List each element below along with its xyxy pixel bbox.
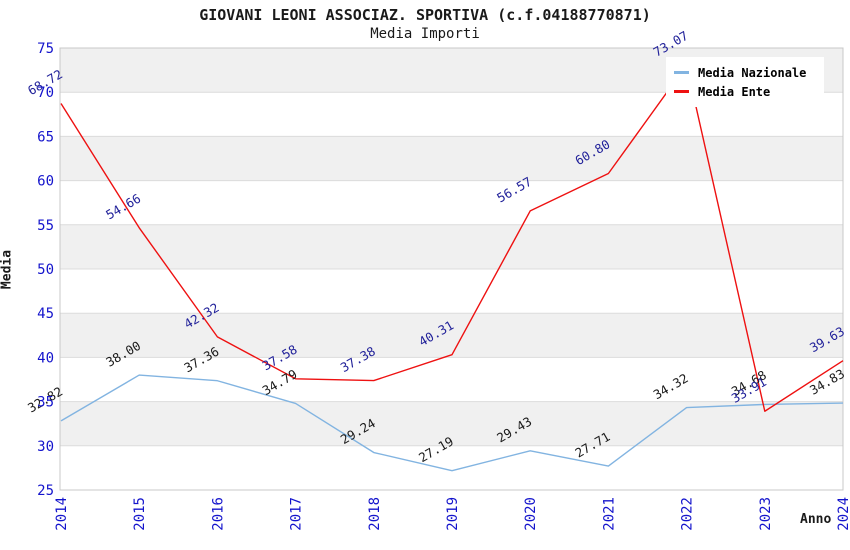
legend-label-media-nazionale: Media Nazionale [698, 65, 807, 80]
y-tick-label: 50 [37, 262, 54, 278]
plot-border [59, 47, 844, 491]
x-tick-label: 2019 [445, 497, 461, 531]
y-tick-label: 30 [37, 439, 54, 455]
chart-title: GIOVANI LEONI ASSOCIAZ. SPORTIVA (c.f.04… [199, 6, 651, 24]
legend-item-media-ente: Media Ente [674, 82, 816, 101]
chart-subtitle: Media Importi [370, 26, 480, 42]
chart-band [60, 224, 843, 269]
y-tick-label: 65 [37, 129, 54, 145]
x-tick-label: 2020 [523, 497, 539, 531]
y-tick-label: 70 [37, 85, 54, 101]
series-line-media-ente [60, 64, 844, 412]
x-tick-label: 2015 [132, 497, 148, 531]
chart-band [60, 313, 843, 358]
chart-band [60, 357, 843, 402]
x-tick-label: 2023 [758, 497, 774, 531]
chart-band [60, 401, 843, 446]
chart-band [60, 136, 843, 181]
x-axis-title: Anno [800, 512, 832, 527]
series-line-media-nazionale [60, 374, 844, 472]
y-tick-label: 55 [37, 218, 54, 234]
legend-item-media-nazionale: Media Nazionale [674, 63, 816, 82]
y-tick-label: 40 [37, 350, 54, 366]
chart-band [60, 180, 843, 225]
chart-band [60, 269, 843, 314]
x-tick-label: 2017 [289, 497, 305, 531]
x-tick-label: 2022 [680, 497, 696, 531]
y-axis-title: Media [0, 249, 15, 290]
legend-swatch-media-nazionale [674, 71, 689, 74]
x-tick-label: 2024 [836, 497, 850, 531]
chart-legend: Media Nazionale Media Ente [666, 57, 824, 107]
y-tick-label: 45 [37, 306, 54, 322]
x-tick-label: 2014 [54, 497, 70, 531]
x-tick-label: 2018 [367, 497, 383, 531]
x-tick-label: 2016 [210, 497, 226, 531]
y-tick-label: 60 [37, 174, 54, 190]
chart-band [60, 445, 843, 490]
legend-label-media-ente: Media Ente [698, 84, 771, 99]
legend-swatch-media-ente [674, 90, 689, 93]
y-tick-label: 35 [37, 395, 54, 411]
y-tick-label: 75 [37, 41, 54, 57]
x-tick-label: 2021 [601, 497, 617, 531]
y-tick-label: 25 [37, 483, 54, 499]
